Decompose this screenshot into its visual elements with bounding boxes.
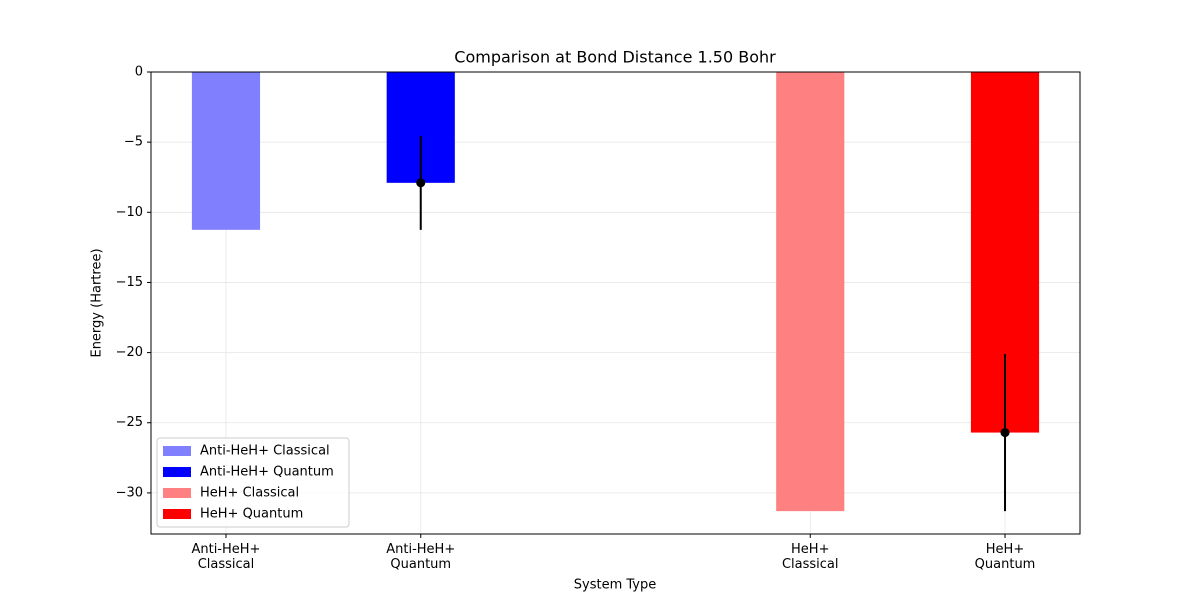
error-point: [1000, 428, 1010, 438]
y-tick-label: −20: [116, 345, 143, 360]
y-tick-label: −10: [116, 205, 143, 220]
legend-label: HeH+ Quantum: [200, 507, 303, 522]
x-tick-label: HeH+ Quantum: [974, 542, 1036, 572]
legend-box: [156, 437, 350, 528]
legend-label: Anti-HeH+ Quantum: [200, 465, 334, 480]
y-tick-label: −5: [124, 135, 143, 150]
y-tick-label: −15: [116, 275, 143, 290]
error-point: [416, 178, 426, 188]
y-axis-label: Energy (Hartree): [90, 248, 105, 357]
legend-swatch: [163, 509, 191, 519]
legend-swatch: [163, 446, 191, 456]
y-tick-label: −30: [116, 485, 143, 500]
legend-swatch: [163, 467, 191, 477]
legend-label: HeH+ Classical: [200, 486, 299, 501]
x-tick-label: Anti-HeH+ Classical: [191, 542, 261, 572]
y-tick-label: −25: [116, 415, 143, 430]
bar: [776, 72, 845, 512]
legend-label: Anti-HeH+ Classical: [200, 444, 330, 459]
chart-title: Comparison at Bond Distance 1.50 Bohr: [454, 48, 776, 67]
legend-swatch: [163, 488, 191, 498]
y-tick-label: 0: [135, 65, 143, 80]
bar: [191, 72, 261, 230]
x-axis-label: System Type: [574, 578, 656, 593]
x-tick-label: Anti-HeH+ Quantum: [386, 542, 456, 572]
plot-frame: [150, 71, 1081, 535]
x-tick-label: HeH+ Classical: [781, 542, 839, 572]
